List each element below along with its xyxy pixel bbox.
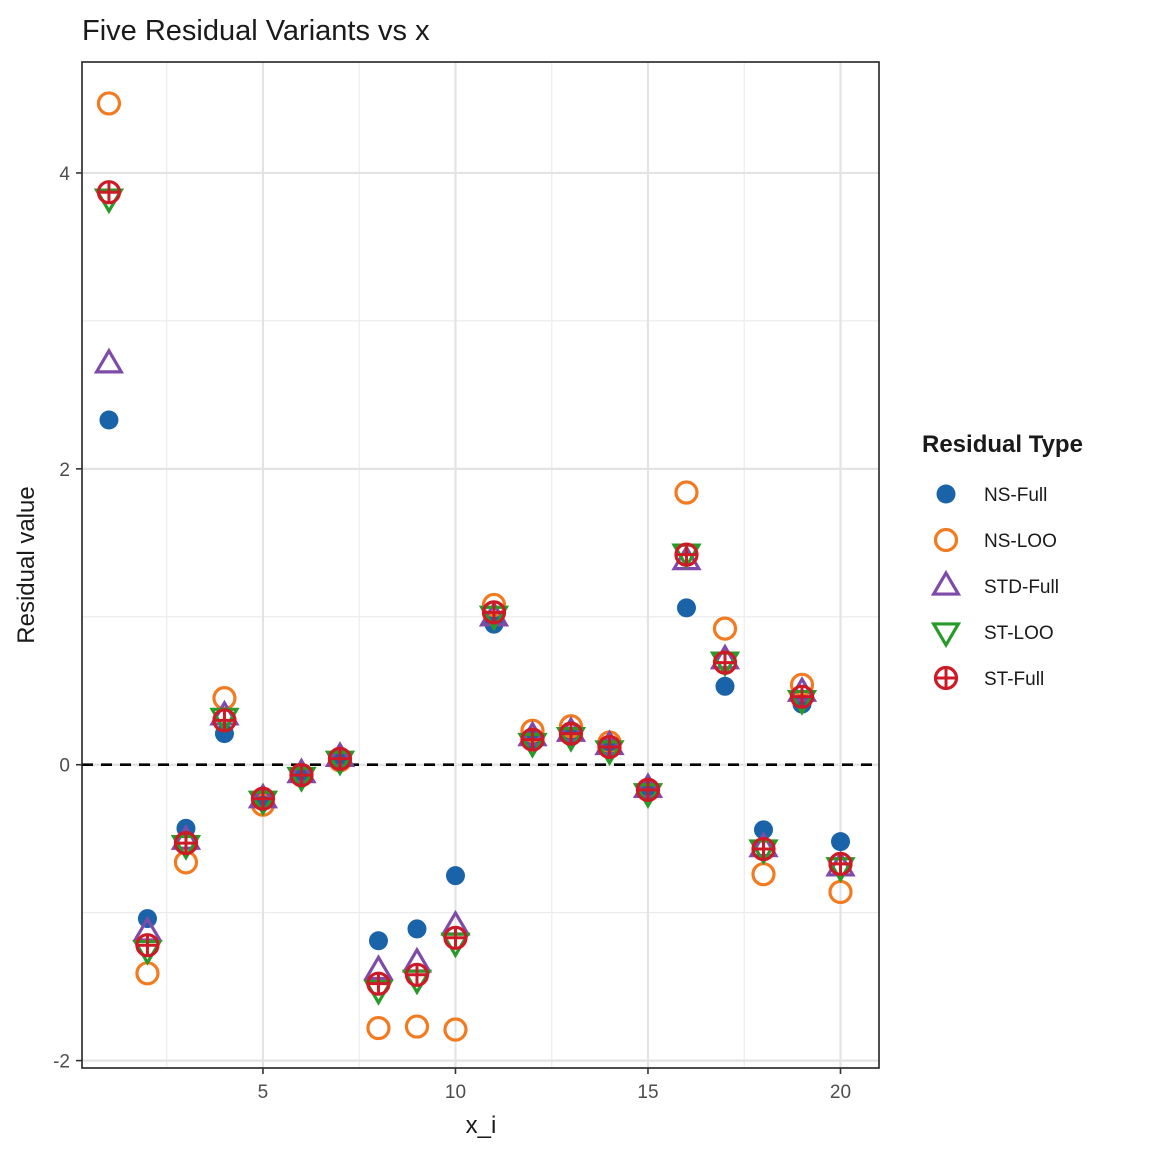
data-point-cross xyxy=(367,973,389,995)
x-tick-label: 5 xyxy=(258,1082,269,1103)
legend-key xyxy=(930,569,962,596)
data-point xyxy=(712,616,738,641)
y-tick-label: 4 xyxy=(59,164,70,185)
data-point-cross xyxy=(329,748,351,770)
y-tick-label: -2 xyxy=(53,1052,70,1073)
y-tick-label: 2 xyxy=(59,460,70,481)
data-point xyxy=(715,676,735,696)
legend-label: STD-Full xyxy=(984,577,1059,598)
data-point xyxy=(93,347,125,374)
y-axis-label: Residual value xyxy=(13,486,40,643)
data-point-cross xyxy=(791,686,813,708)
data-point-cross xyxy=(752,838,774,860)
data-point xyxy=(96,91,122,116)
legend-item-ns-full: NS-Full xyxy=(936,484,1047,506)
data-point-cross xyxy=(252,788,274,810)
legend-key xyxy=(930,622,962,649)
data-point xyxy=(478,600,510,627)
data-point-cross xyxy=(290,764,312,786)
plot-panel xyxy=(82,62,879,1068)
data-point xyxy=(830,832,850,852)
series-st-full xyxy=(96,180,853,996)
data-point-cross xyxy=(175,832,197,854)
x-tick-label: 20 xyxy=(830,1082,851,1103)
axes: 5 10 15 20 -2 0 2 4 xyxy=(53,61,880,1103)
legend-item-std-full: STD-Full xyxy=(930,569,1059,598)
legend-label: NS-Full xyxy=(984,485,1047,506)
legend-title: Residual Type xyxy=(922,431,1083,458)
x-tick-label: 15 xyxy=(637,1082,658,1103)
data-point-cross xyxy=(444,927,466,949)
data-point-cross xyxy=(136,934,158,956)
data-point-cross xyxy=(213,709,235,731)
data-point-cross xyxy=(829,853,851,875)
data-point xyxy=(674,480,699,505)
legend-key xyxy=(933,527,959,553)
y-tick-label: 0 xyxy=(59,756,70,777)
data-point xyxy=(445,866,465,886)
data-point xyxy=(368,931,388,951)
legend-item-ns-loo: NS-LOO xyxy=(933,527,1057,553)
data-point-cross xyxy=(714,652,736,674)
data-point xyxy=(99,410,119,430)
legend-key-cross xyxy=(935,667,957,689)
data-point xyxy=(366,1015,391,1041)
data-point-cross xyxy=(406,964,428,986)
data-point-cross xyxy=(483,601,505,623)
data-point-cross xyxy=(560,723,582,745)
data-point xyxy=(753,820,773,840)
legend: Residual Type NS-Full NS-LOO STD-Full ST-LO… xyxy=(922,431,1083,691)
data-point-cross xyxy=(98,181,120,203)
data-point xyxy=(404,1014,430,1039)
legend-item-st-loo: ST-LOO xyxy=(930,622,1054,649)
data-point xyxy=(676,598,696,618)
data-point-cross xyxy=(675,544,697,566)
data-point-cross xyxy=(521,729,543,751)
legend-label: ST-LOO xyxy=(984,623,1054,644)
panel-background xyxy=(82,62,879,1068)
data-point xyxy=(443,1017,468,1042)
legend-item-st-full: ST-Full xyxy=(933,665,1044,691)
data-point-cross xyxy=(637,779,659,801)
chart-title: Five Residual Variants vs x xyxy=(82,15,430,47)
legend-label: ST-Full xyxy=(984,669,1044,690)
data-point-cross xyxy=(598,736,620,758)
x-axis-label: x_i xyxy=(466,1112,497,1139)
x-tick-label: 10 xyxy=(445,1082,466,1103)
data-point xyxy=(407,919,427,939)
legend-label: NS-LOO xyxy=(984,531,1057,552)
plot-points xyxy=(93,91,856,1042)
legend-key xyxy=(936,484,956,504)
panel-border xyxy=(81,61,880,1069)
